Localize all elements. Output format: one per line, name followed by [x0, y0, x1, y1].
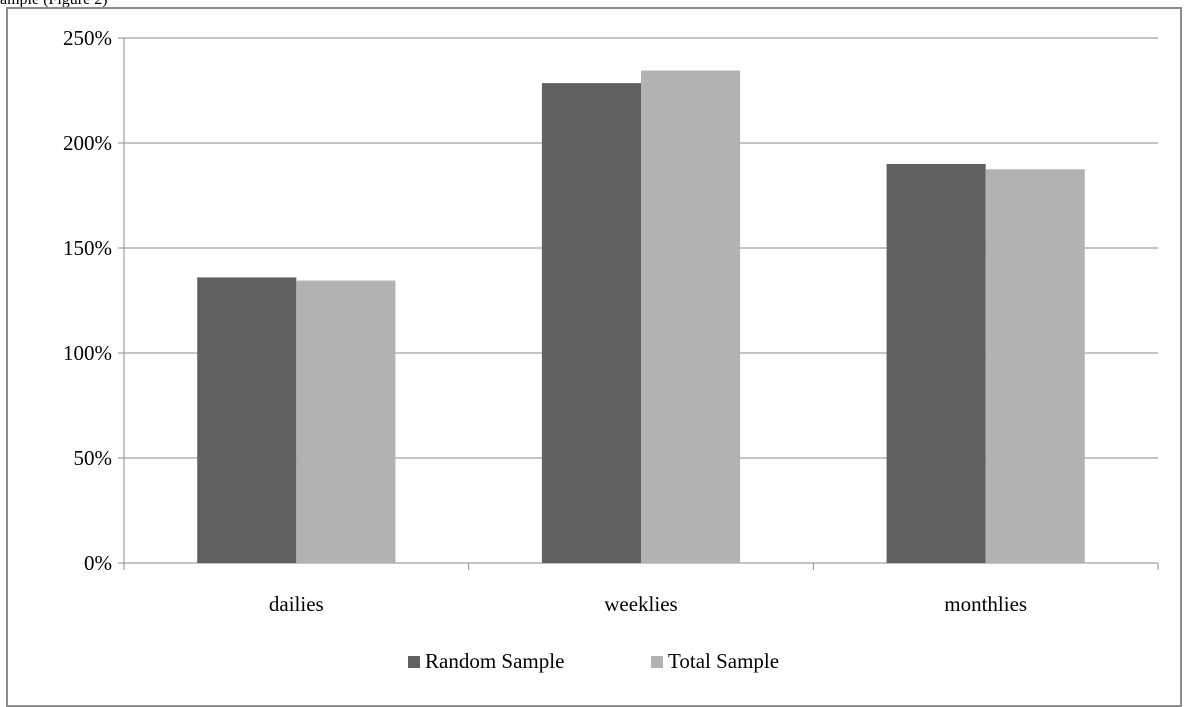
- x-category-label: monthlies: [944, 592, 1027, 616]
- y-tick-label: 0%: [84, 551, 112, 575]
- legend: Random Sample Total Sample: [408, 649, 779, 673]
- y-tick-label: 150%: [63, 236, 112, 260]
- bars: [197, 70, 1085, 564]
- labels: 0% 50% 100% 150% 200% 250% dailies weeklies mont…: [63, 26, 1027, 616]
- x-category-label: weeklies: [604, 592, 677, 616]
- page-top-text: ample (Figure 2): [0, 0, 108, 9]
- bar-random-sample-monthlies: [886, 164, 986, 563]
- legend-swatch: [408, 656, 420, 668]
- y-tick-label: 250%: [63, 26, 112, 50]
- legend-swatch: [651, 656, 663, 668]
- legend-label: Random Sample: [425, 649, 564, 673]
- y-tick-label: 200%: [63, 131, 112, 155]
- bar-total-sample-monthlies: [985, 169, 1085, 563]
- legend-label: Total Sample: [668, 649, 779, 673]
- bar-random-sample-weeklies: [541, 83, 641, 564]
- bar-total-sample-weeklies: [641, 70, 741, 564]
- y-tick-label: 50%: [74, 446, 113, 470]
- bar-random-sample-dailies: [197, 277, 297, 563]
- x-category-label: dailies: [269, 592, 324, 616]
- bar-total-sample-dailies: [296, 280, 396, 563]
- y-tick-label: 100%: [63, 341, 112, 365]
